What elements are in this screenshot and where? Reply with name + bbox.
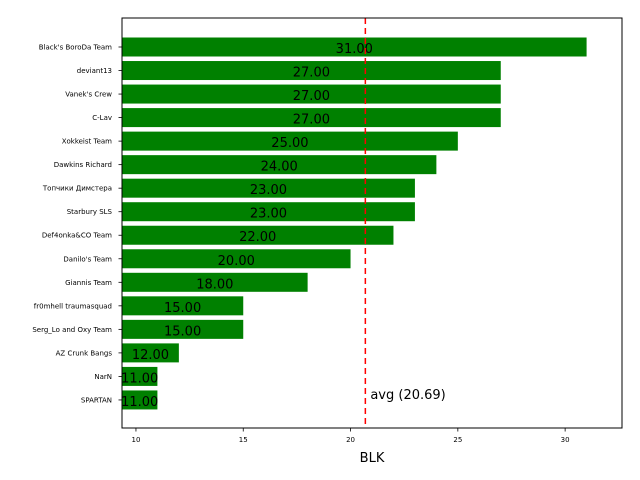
y-tick-label: deviant13 (77, 67, 112, 75)
y-tick-label: fr0mhell traumasquad (34, 302, 112, 310)
bar (122, 131, 458, 151)
y-tick-label: Xokkeist Team (62, 138, 112, 146)
y-tick-label: Dawkins Richard (54, 161, 112, 169)
y-tick-label: SPARTAN (81, 396, 112, 404)
x-axis-title: BLK (360, 451, 385, 466)
y-tick-label: Giannis Team (65, 279, 112, 287)
bar-value-label: 12.00 (132, 348, 169, 363)
y-tick-label: AZ Crunk Bangs (56, 349, 113, 357)
bar (122, 225, 394, 245)
bar (122, 61, 501, 81)
y-tick-label: Def4onka&CO Team (42, 232, 112, 240)
bar-value-label: 23.00 (250, 207, 287, 222)
bar (122, 366, 158, 386)
y-tick-label: Vanek's Crew (65, 91, 112, 99)
bar (122, 37, 587, 57)
value-labels-layer: 31.00 27.00 27.00 27.00 25.00 24.00 23.00 23.00… (121, 42, 373, 410)
bar (122, 202, 415, 222)
x-axis: 10 15 20 25 30 (131, 428, 570, 444)
bar-value-label: 15.00 (164, 301, 201, 316)
bar (122, 390, 158, 410)
bar (122, 84, 501, 104)
x-tick-label: 15 (239, 436, 248, 444)
bar (122, 296, 244, 316)
bar-value-label: 22.00 (239, 230, 276, 245)
x-tick-label: 25 (453, 436, 462, 444)
bar-value-label: 15.00 (164, 324, 201, 339)
bar (122, 178, 415, 198)
y-tick-label: Топчики Димстера (42, 185, 112, 193)
x-tick-label: 20 (346, 436, 355, 444)
bar (122, 319, 244, 339)
y-tick-label: C-Lav (92, 114, 112, 122)
bar-value-label: 23.00 (250, 183, 287, 198)
x-tick-label: 30 (561, 436, 570, 444)
y-tick-label: NarN (94, 373, 112, 381)
y-tick-label: Danilo's Team (63, 255, 112, 263)
bar-value-label: 31.00 (336, 42, 373, 57)
y-axis: Black's BoroDa Team deviant13 Vanek's Crew… (32, 44, 122, 404)
bar (122, 108, 501, 128)
bar (122, 249, 351, 269)
average-layer: avg (20.69) (364, 18, 446, 428)
bar-value-label: 27.00 (293, 113, 330, 128)
bar-value-label: 25.00 (271, 136, 308, 151)
y-tick-label: Serg_Lo and Oxy Team (32, 326, 112, 334)
bar (122, 272, 308, 292)
y-tick-label: Starbury SLS (67, 208, 113, 216)
y-tick-label: Black's BoroDa Team (39, 44, 112, 52)
plot-frame (121, 17, 623, 429)
bar-value-label: 11.00 (121, 371, 158, 386)
bar-value-label: 20.00 (218, 254, 255, 269)
bar-value-label: 24.00 (261, 160, 298, 175)
bar (122, 343, 179, 363)
bar-value-label: 27.00 (293, 66, 330, 81)
bar-value-label: 18.00 (196, 277, 233, 292)
x-tick-label: 10 (131, 436, 140, 444)
bar (122, 155, 437, 175)
average-label: avg (20.69) (370, 388, 445, 403)
bars-layer (122, 37, 587, 410)
bar-value-label: 11.00 (121, 395, 158, 410)
bar-value-label: 27.00 (293, 89, 330, 104)
